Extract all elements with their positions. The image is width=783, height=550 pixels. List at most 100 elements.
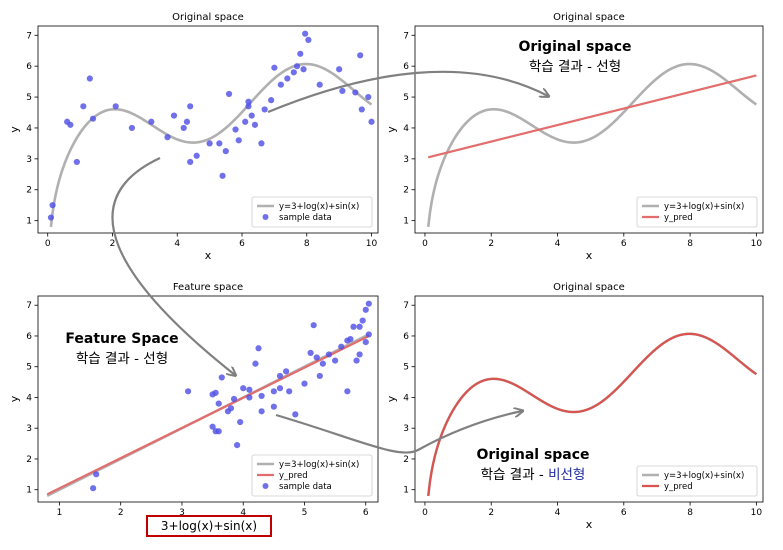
sample-point [73, 158, 80, 166]
sample-point [276, 372, 284, 380]
y-tick-label: 4 [26, 393, 32, 403]
sample-point [164, 134, 171, 141]
x-tick-label: 2 [488, 239, 494, 249]
y-tick-label: 1 [403, 217, 409, 227]
sample-point [325, 351, 333, 358]
sample-point [313, 354, 320, 361]
sample-point [319, 360, 326, 367]
x-tick-label: 4 [555, 239, 561, 249]
sample-point [237, 418, 244, 426]
y-tick-label: 2 [403, 186, 409, 196]
y-tick-label: 4 [26, 124, 32, 134]
arrow-feature-to-nonlinear [275, 411, 522, 454]
y-tick-label: 1 [403, 486, 409, 496]
sample-point [284, 75, 291, 82]
sample-point [305, 36, 312, 44]
caption-subtitle: 학습 결과 - 선형 [528, 59, 622, 75]
chart-title: Feature space [173, 282, 243, 293]
sample-point [252, 360, 259, 367]
sample-point [187, 103, 194, 110]
y-pred-line [46, 334, 370, 496]
legend-box [251, 454, 373, 497]
sample-point [246, 394, 253, 401]
plot-area [426, 62, 758, 228]
sample-point [301, 380, 308, 387]
y-tick-label: 6 [26, 62, 32, 72]
x-tick-label: 6 [239, 239, 245, 249]
sample-point [368, 118, 375, 125]
legend-box [251, 196, 373, 228]
y-tick-label: 6 [403, 62, 409, 72]
sample-point [184, 388, 192, 395]
x-tick-label: 5 [302, 508, 308, 518]
legend: y=3+log(x)+sin(x)y_pred [636, 465, 758, 497]
y-axis-label: y [8, 126, 21, 133]
y-axis-label: y [385, 126, 398, 133]
y-tick-label: 1 [26, 217, 32, 227]
sample-point [270, 388, 277, 395]
y-axis-label: y [385, 395, 398, 402]
sample-point [225, 90, 233, 98]
legend: y=3+log(x)+sin(x)y_pred [636, 196, 758, 228]
sample-point [362, 339, 369, 346]
caption-nonlinear-original: Original space 학습 결과 - 비선형 [458, 447, 608, 483]
x-axis-label: x [586, 249, 593, 262]
sample-point [187, 158, 194, 166]
sample-point [227, 405, 235, 412]
sample-point [293, 63, 301, 70]
caption-title: Original space [518, 39, 632, 55]
sample-point [148, 118, 155, 125]
y-tick-label: 5 [26, 363, 32, 373]
sample-point [338, 343, 345, 350]
x-tick-label: 8 [304, 239, 310, 249]
sample-point [183, 118, 191, 125]
sample-point [362, 306, 369, 313]
sample-point [353, 357, 360, 364]
sample-point [89, 115, 97, 122]
y-axis-label: y [8, 395, 21, 402]
caption-subtitle-prefix: 학습 결과 - [480, 467, 549, 483]
plot-area [47, 30, 375, 228]
sample-point [248, 112, 255, 119]
sample-point [270, 403, 277, 410]
legend: y=3+log(x)+sin(x)sample data [251, 196, 373, 228]
x-tick-label: 2 [118, 508, 124, 518]
sample-point [170, 112, 178, 119]
sample-point [356, 351, 363, 358]
sample-point [230, 395, 238, 403]
sample-point [358, 106, 365, 113]
x-tick-label: 1 [57, 508, 63, 518]
legend-label: sample data [279, 482, 332, 492]
sample-point [276, 385, 284, 392]
sample-point [344, 388, 351, 395]
x-axis-label: x [586, 518, 593, 531]
y-tick-label: 6 [26, 332, 32, 342]
sample-point [90, 485, 97, 492]
legend-label: y=3+log(x)+sin(x) [279, 202, 359, 212]
sample-point [49, 202, 56, 209]
true-curve-line [426, 62, 758, 228]
sample-point [302, 30, 309, 37]
sample-point [359, 317, 366, 324]
x-tick-label: 10 [366, 239, 378, 249]
sample-point [93, 471, 100, 478]
sample-point [316, 372, 323, 380]
legend-box [636, 196, 758, 228]
sample-point [216, 140, 223, 147]
x-tick-label: 6 [621, 239, 627, 249]
x-tick-label: 3 [179, 508, 185, 518]
x-axis-label: x [205, 249, 212, 262]
y-tick-label: 2 [26, 186, 32, 196]
sample-point [316, 81, 323, 88]
y-tick-label: 3 [26, 424, 32, 434]
flow-arrows [111, 70, 548, 454]
sample-point [209, 423, 216, 430]
y-pred-line [427, 74, 757, 159]
sample-point [255, 345, 262, 352]
true-curve-line [49, 62, 373, 228]
sample-point [357, 52, 364, 59]
y-tick-label: 7 [26, 301, 32, 311]
legend-box [636, 465, 758, 497]
y-tick-label: 6 [403, 332, 409, 342]
